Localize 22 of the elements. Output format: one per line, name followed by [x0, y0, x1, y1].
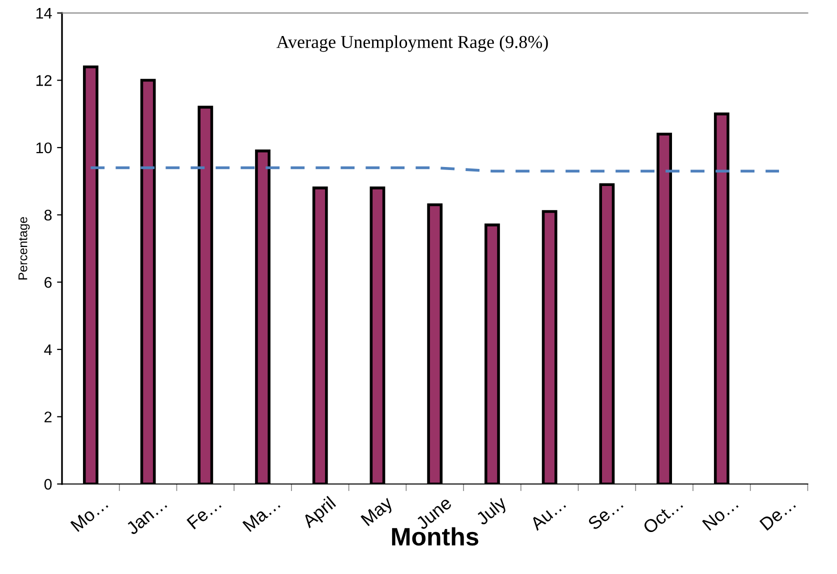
- x-tick-label: Fe…: [186, 497, 222, 530]
- x-tick-label: Oct…: [642, 497, 684, 534]
- x-tick-label: May: [360, 496, 396, 529]
- y-tick-label: 4: [44, 344, 52, 355]
- x-tick-label: Jan…: [125, 497, 168, 536]
- x-tick-label: Se…: [587, 497, 624, 531]
- x-tick-label: Ma…: [242, 497, 281, 532]
- y-tick-label: 12: [36, 75, 52, 86]
- x-tick-label: Mo…: [70, 497, 108, 532]
- annotation: Average Unemployment Rage (9.8%): [276, 35, 548, 52]
- x-tick-label: No…: [702, 497, 739, 531]
- y-tick-label: 2: [44, 412, 52, 422]
- x-tick-label: De…: [759, 497, 796, 531]
- y-tick-label: 6: [44, 277, 52, 288]
- y-tick-label: 8: [44, 210, 52, 221]
- x-tick-label: July: [474, 495, 510, 528]
- x-tick-label: Au…: [529, 497, 566, 532]
- y-tick-label: 0: [44, 478, 52, 490]
- x-axis-title: Months: [392, 527, 478, 546]
- y-tick-label: 10: [36, 142, 52, 154]
- y-tick-label: 14: [36, 8, 52, 19]
- y-axis-title: Percentage: [18, 217, 30, 280]
